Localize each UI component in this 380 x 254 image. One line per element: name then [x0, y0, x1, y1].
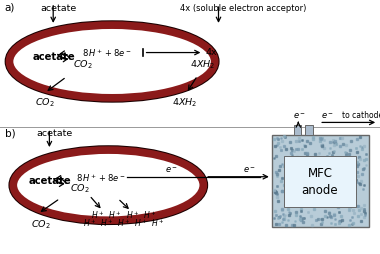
Text: acetate: acetate — [28, 175, 71, 185]
Text: acetate: acetate — [32, 52, 75, 62]
Bar — [305, 126, 313, 136]
Text: $CO_2$: $CO_2$ — [35, 97, 55, 109]
Bar — [294, 126, 301, 136]
Text: $H^+$: $H^+$ — [151, 216, 165, 228]
Text: $CO_2$: $CO_2$ — [31, 217, 51, 230]
Text: $4XH_2$: $4XH_2$ — [172, 97, 197, 109]
Text: to cathode: to cathode — [342, 110, 380, 119]
Text: $H^+$: $H^+$ — [117, 216, 130, 228]
Text: acetate: acetate — [36, 128, 72, 137]
Text: $CO_2$: $CO_2$ — [73, 58, 93, 71]
Text: $8\,H^+ + 8e^-$: $8\,H^+ + 8e^-$ — [82, 47, 131, 59]
Text: b): b) — [5, 128, 15, 137]
Text: $H^+$: $H^+$ — [134, 216, 147, 228]
Text: 4x: 4x — [206, 47, 218, 57]
Ellipse shape — [10, 26, 215, 98]
Text: $e^-$: $e^-$ — [293, 111, 306, 121]
Text: MFC
anode: MFC anode — [302, 167, 338, 197]
Ellipse shape — [13, 150, 203, 220]
Text: $H^+$: $H^+$ — [125, 209, 139, 220]
Text: $H^+$: $H^+$ — [82, 216, 96, 228]
Text: acetate: acetate — [40, 4, 76, 13]
Text: $CO_2$: $CO_2$ — [70, 182, 90, 194]
Text: $4XH_2$: $4XH_2$ — [190, 58, 215, 71]
Text: $e^-$: $e^-$ — [165, 165, 178, 174]
Text: a): a) — [5, 3, 15, 12]
Text: $H^+$: $H^+$ — [91, 209, 105, 220]
Bar — [284, 156, 356, 207]
Bar — [272, 136, 369, 227]
Text: $H^+$: $H^+$ — [142, 209, 156, 220]
Text: $e^-$: $e^-$ — [243, 165, 256, 174]
Text: $e^-$: $e^-$ — [321, 111, 334, 120]
Text: $H^+$: $H^+$ — [100, 216, 113, 228]
Text: $8\,H^+ + 8e^-$: $8\,H^+ + 8e^-$ — [76, 171, 126, 183]
Text: 4x (soluble electron acceptor): 4x (soluble electron acceptor) — [180, 4, 307, 13]
Text: $H^+$: $H^+$ — [108, 209, 122, 220]
